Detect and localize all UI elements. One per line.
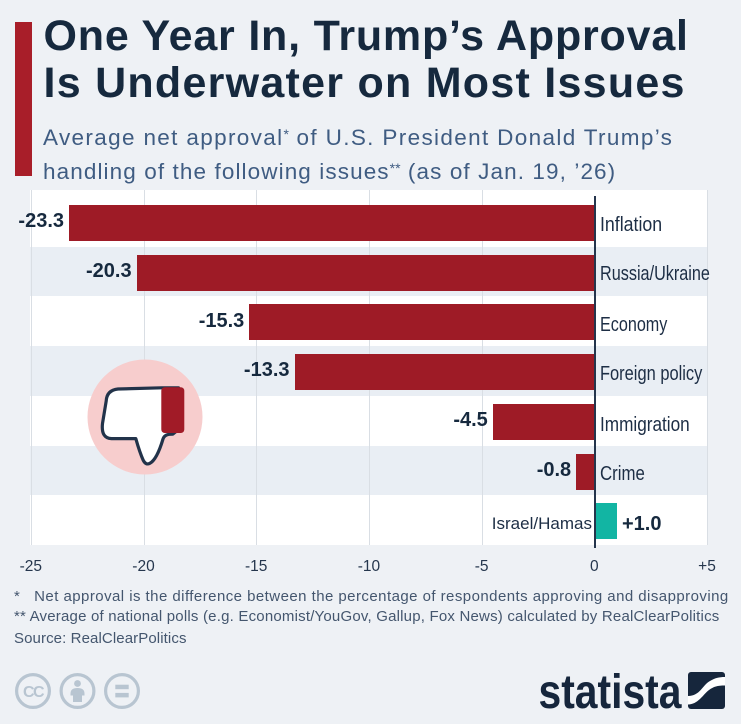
svg-text:statista: statista [539, 666, 682, 718]
svg-text:CC: CC [23, 684, 45, 701]
